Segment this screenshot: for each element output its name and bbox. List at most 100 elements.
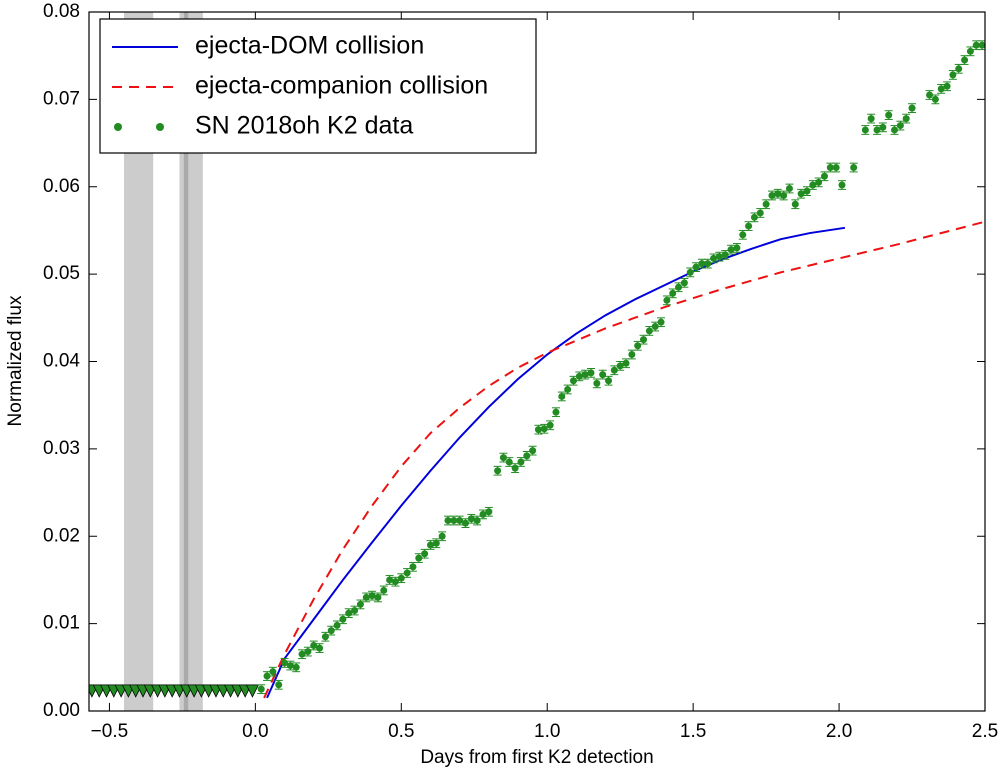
data-point — [640, 336, 648, 344]
data-point — [710, 254, 718, 262]
data-point — [339, 615, 347, 623]
data-point — [257, 685, 265, 693]
upper-limit — [245, 684, 260, 698]
x-tick-label: 0.5 — [388, 721, 414, 742]
x-tick-label: 2.5 — [972, 721, 998, 742]
data-point — [774, 190, 782, 198]
data-point — [523, 452, 531, 460]
y-axis-label: Normalized flux — [5, 295, 26, 426]
data-point — [978, 41, 985, 49]
data-point — [733, 244, 741, 252]
data-point — [908, 104, 916, 112]
data-point — [426, 541, 434, 549]
data-point — [263, 672, 271, 680]
model-curve — [266, 226, 846, 699]
data-point — [368, 592, 376, 600]
data-point — [780, 191, 788, 199]
data-point — [599, 371, 607, 379]
data-point — [797, 190, 805, 198]
data-point — [943, 82, 951, 90]
data-point — [891, 126, 899, 134]
data-point — [680, 279, 688, 287]
data-point — [937, 85, 945, 93]
data-point — [316, 644, 324, 652]
data-point — [850, 164, 858, 172]
data-point — [269, 668, 277, 676]
data-point — [546, 421, 554, 429]
data-point — [321, 633, 329, 641]
x-tick-label: 1.5 — [680, 721, 706, 742]
data-point — [762, 200, 770, 208]
data-point — [867, 115, 875, 123]
data-point — [362, 593, 370, 601]
data-point — [628, 351, 636, 359]
data-point — [698, 260, 706, 268]
data-point — [715, 253, 723, 261]
data-point — [669, 289, 677, 297]
data-point — [791, 200, 799, 208]
data-point — [275, 681, 283, 689]
x-tick-label: 2.0 — [826, 721, 852, 742]
data-point — [873, 126, 881, 134]
x-tick-label: 0.0 — [242, 721, 268, 742]
data-point — [438, 532, 446, 540]
data-point — [686, 268, 694, 276]
data-point — [803, 187, 811, 195]
legend-label: ejecta-DOM collision — [195, 32, 424, 60]
data-point — [409, 563, 417, 571]
data-point — [756, 209, 764, 217]
data-point — [386, 576, 394, 584]
data-point — [902, 115, 910, 123]
data-point — [727, 246, 735, 254]
data-point — [704, 260, 712, 268]
data-point — [479, 510, 487, 518]
data-point — [657, 318, 665, 326]
y-tick-label: 0.00 — [43, 700, 80, 721]
data-point — [374, 593, 382, 601]
data-point — [605, 377, 613, 385]
y-tick-label: 0.04 — [43, 351, 80, 372]
data-point — [467, 515, 475, 523]
data-point — [558, 392, 566, 400]
data-point — [826, 164, 834, 172]
data-point — [955, 65, 963, 73]
y-tick-label: 0.06 — [43, 176, 80, 197]
data-point — [310, 641, 318, 649]
data-point — [949, 71, 957, 79]
model-curve — [263, 220, 985, 699]
data-point — [499, 454, 507, 462]
y-tick-label: 0.01 — [43, 613, 80, 634]
data-point — [356, 600, 364, 608]
x-tick-label: 1.0 — [534, 721, 560, 742]
shaded-region — [183, 12, 189, 711]
legend-swatch — [114, 123, 122, 131]
data-point — [534, 426, 542, 434]
data-point — [345, 609, 353, 617]
data-point — [473, 517, 481, 525]
data-point — [745, 222, 753, 230]
data-point — [569, 377, 577, 385]
data-point — [634, 342, 642, 350]
data-point — [809, 181, 817, 189]
y-tick-label: 0.08 — [43, 1, 80, 22]
data-point — [622, 359, 630, 367]
data-point — [651, 323, 659, 331]
y-tick-label: 0.07 — [43, 88, 80, 109]
data-point — [391, 578, 399, 586]
legend-label: ejecta-companion collision — [195, 72, 488, 100]
data-point — [333, 621, 341, 629]
data-point — [461, 519, 469, 527]
data-point — [505, 458, 513, 466]
data-point — [896, 122, 904, 130]
data-point — [815, 178, 823, 186]
data-point — [421, 550, 429, 558]
x-axis-label: Days from first K2 detection — [420, 747, 653, 768]
data-point — [926, 91, 934, 99]
data-point — [292, 663, 300, 671]
x-tick-label: −0.5 — [91, 721, 129, 742]
data-point — [785, 184, 793, 192]
data-point — [444, 517, 452, 525]
y-tick-label: 0.03 — [43, 438, 80, 459]
data-point — [879, 123, 887, 131]
